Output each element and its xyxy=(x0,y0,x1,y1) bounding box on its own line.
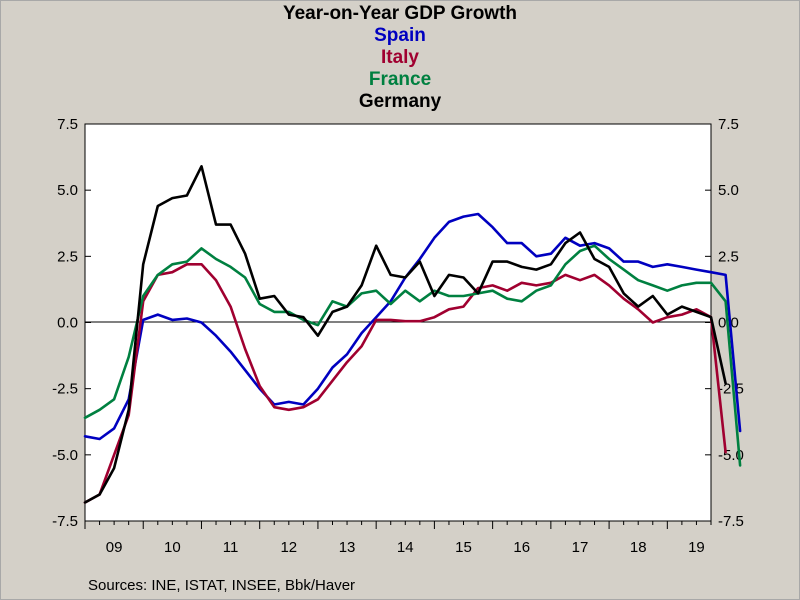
x-tick-label: 09 xyxy=(106,539,123,556)
y-axis: 7.5 7.55.0 5.02.5 2.50.0 0.0-2.5 -2.5-5.0 -5.0… xyxy=(52,116,744,530)
series-line xyxy=(83,262,727,504)
x-tick-label: 17 xyxy=(572,539,589,556)
x-tick-label: 16 xyxy=(513,539,530,556)
x-axis: 09 10 11 12 13 14 15 16 17 18 19 xyxy=(84,521,712,556)
legend-entry: France xyxy=(369,69,431,90)
y-tick-label-left: 2.5 xyxy=(57,248,78,265)
y-tick-label-right: 7.5 xyxy=(718,116,739,133)
y-tick-label-right: -7.5 xyxy=(718,513,744,530)
series-line xyxy=(83,165,727,504)
source-note: Sources: INE, ISTAT, INSEE, Bbk/Haver xyxy=(88,577,355,594)
legend-entry: Italy xyxy=(381,47,419,68)
y-tick-label-right: 5.0 xyxy=(718,182,739,199)
y-tick-label-left: 5.0 xyxy=(57,182,78,199)
y-tick-label-left: -7.5 xyxy=(52,513,78,530)
y-tick-label-left: 0.0 xyxy=(57,315,78,332)
series-line xyxy=(83,244,742,467)
x-tick-label: 12 xyxy=(280,539,297,556)
y-tick-label-left: -5.0 xyxy=(52,447,78,464)
x-tick-label: 19 xyxy=(688,539,705,556)
x-tick-label: 11 xyxy=(223,539,239,556)
x-tick-label: 10 xyxy=(164,539,181,556)
series-lines xyxy=(83,165,742,504)
chart-title: Year-on-Year GDP Growth xyxy=(283,3,517,24)
y-tick-label-left: -2.5 xyxy=(52,381,78,398)
x-tick-label: 13 xyxy=(339,539,356,556)
x-tick-label: 18 xyxy=(630,539,647,556)
y-tick-label-right: 2.5 xyxy=(718,248,739,265)
x-tick-label: 14 xyxy=(397,539,414,556)
x-tick-label: 15 xyxy=(455,539,472,556)
y-tick-label-left: 7.5 xyxy=(57,116,78,133)
legend-entry: Germany xyxy=(359,91,442,112)
legend-entry: Spain xyxy=(374,25,426,46)
y-tick-label-right: -2.5 xyxy=(718,381,744,398)
